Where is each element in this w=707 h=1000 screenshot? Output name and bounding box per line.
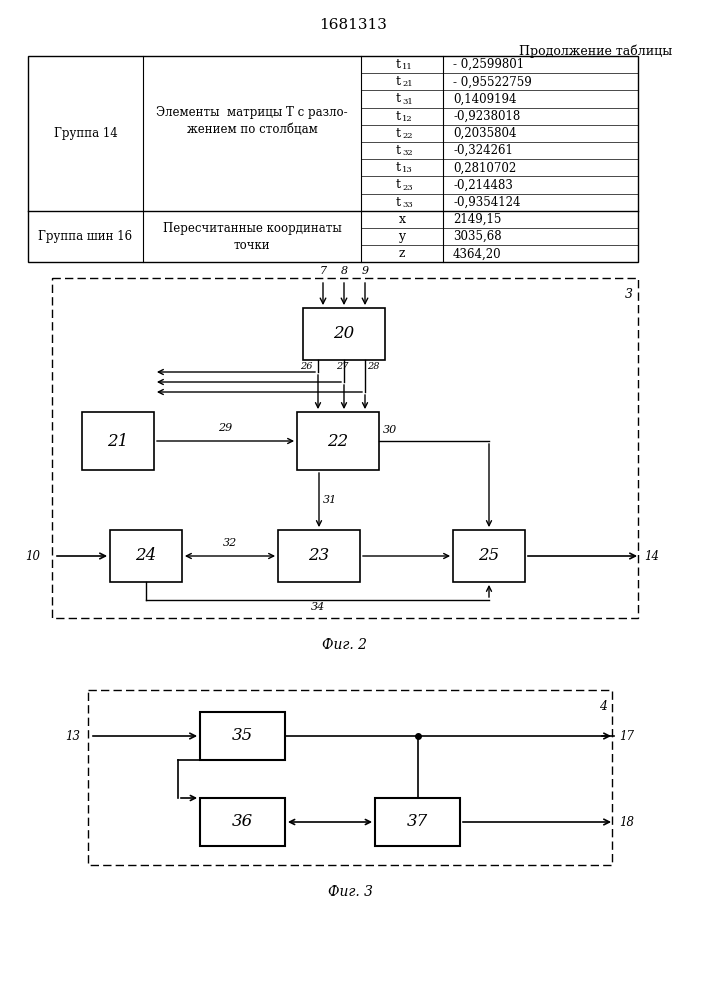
Text: t: t <box>396 196 401 209</box>
Text: - 0,95522759: - 0,95522759 <box>453 75 532 88</box>
Text: 29: 29 <box>218 423 233 433</box>
Text: Пересчитанные координаты
точки: Пересчитанные координаты точки <box>163 222 341 252</box>
Text: 37: 37 <box>407 814 428 830</box>
Text: Группа 14: Группа 14 <box>54 127 117 140</box>
Text: t: t <box>396 93 401 105</box>
Text: 25: 25 <box>479 548 500 564</box>
Text: t: t <box>396 58 401 71</box>
Text: 12: 12 <box>402 115 413 123</box>
Text: t: t <box>396 178 401 192</box>
Text: 34: 34 <box>310 602 325 612</box>
Bar <box>82 412 154 470</box>
Text: 4364,20: 4364,20 <box>453 247 502 260</box>
Bar <box>200 712 285 760</box>
Text: 0,2810702: 0,2810702 <box>453 161 516 174</box>
Text: t: t <box>396 75 401 88</box>
Text: z: z <box>399 247 405 260</box>
Text: 4: 4 <box>599 700 607 713</box>
Text: 32: 32 <box>223 538 237 548</box>
Bar <box>28 56 638 262</box>
Text: 7: 7 <box>320 266 327 276</box>
Text: Продолжение таблицы: Продолжение таблицы <box>519 44 672 57</box>
Text: 11: 11 <box>402 63 413 71</box>
Text: Фиг. 3: Фиг. 3 <box>327 885 373 899</box>
Text: 20: 20 <box>334 326 355 342</box>
Text: -0,324261: -0,324261 <box>453 144 513 157</box>
Text: 14: 14 <box>644 550 659 562</box>
Text: 1681313: 1681313 <box>319 18 387 32</box>
Text: 9: 9 <box>361 266 368 276</box>
Text: 8: 8 <box>341 266 348 276</box>
Text: Группа шин 16: Группа шин 16 <box>38 230 133 243</box>
Text: y: y <box>399 230 406 243</box>
Bar <box>200 798 285 846</box>
Text: 17: 17 <box>619 730 634 742</box>
Text: 3: 3 <box>625 288 633 301</box>
Text: t: t <box>396 144 401 157</box>
Text: 13: 13 <box>65 730 80 742</box>
Text: 30: 30 <box>383 425 397 435</box>
Text: 2149,15: 2149,15 <box>453 213 501 226</box>
Text: 24: 24 <box>135 548 157 564</box>
Bar <box>52 278 638 618</box>
Text: t: t <box>396 127 401 140</box>
Text: Фиг. 2: Фиг. 2 <box>322 638 368 652</box>
Text: 27: 27 <box>336 362 349 371</box>
Text: -0,9354124: -0,9354124 <box>453 196 520 209</box>
Text: 31: 31 <box>402 98 413 105</box>
Text: 10: 10 <box>25 550 40 562</box>
Text: 32: 32 <box>402 149 413 157</box>
Text: 23: 23 <box>402 184 413 192</box>
Text: 36: 36 <box>232 814 253 830</box>
Bar <box>110 530 182 582</box>
Text: t: t <box>396 161 401 174</box>
Text: -0,214483: -0,214483 <box>453 178 513 192</box>
Bar <box>297 412 379 470</box>
Bar <box>303 308 385 360</box>
Text: 21: 21 <box>402 80 413 88</box>
Text: 3035,68: 3035,68 <box>453 230 502 243</box>
Bar <box>375 798 460 846</box>
Bar <box>453 530 525 582</box>
Text: 13: 13 <box>402 166 413 174</box>
Text: 0,1409194: 0,1409194 <box>453 93 517 105</box>
Text: 23: 23 <box>308 548 329 564</box>
Text: -0,9238018: -0,9238018 <box>453 110 520 123</box>
Text: 35: 35 <box>232 728 253 744</box>
Text: x: x <box>399 213 406 226</box>
Bar <box>88 690 612 865</box>
Text: t: t <box>396 110 401 123</box>
Bar <box>278 530 360 582</box>
Text: Элементы  матрицы Т с разло-
жением по столбцам: Элементы матрицы Т с разло- жением по ст… <box>156 106 348 136</box>
Text: - 0,2599801: - 0,2599801 <box>453 58 524 71</box>
Text: 22: 22 <box>327 432 349 450</box>
Text: 0,2035804: 0,2035804 <box>453 127 517 140</box>
Text: 28: 28 <box>367 362 380 371</box>
Text: 26: 26 <box>300 362 313 371</box>
Text: 22: 22 <box>402 132 412 140</box>
Text: 18: 18 <box>619 816 634 828</box>
Text: 33: 33 <box>402 201 413 209</box>
Text: 31: 31 <box>323 495 337 505</box>
Text: 21: 21 <box>107 432 129 450</box>
